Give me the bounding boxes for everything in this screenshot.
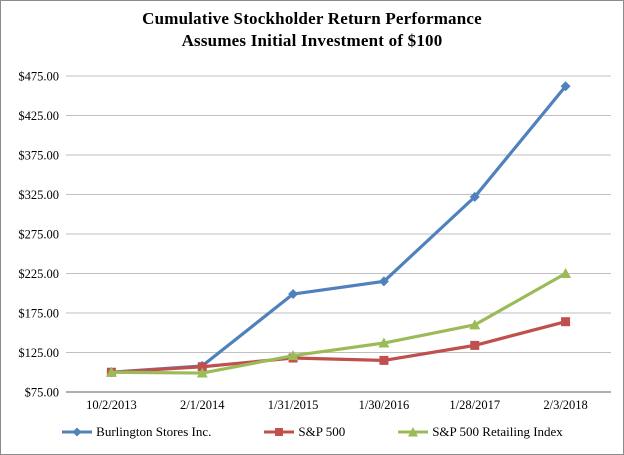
- x-tick-label: 1/31/2015: [268, 398, 319, 412]
- data-point-marker: [378, 337, 390, 348]
- legend-label: Burlington Stores Inc.: [96, 424, 212, 439]
- y-tick-label: $375.00: [18, 149, 59, 163]
- chart-title: Cumulative Stockholder Return Performanc…: [142, 9, 482, 28]
- legend-label: S&P 500: [298, 424, 346, 439]
- y-tick-label: $475.00: [18, 70, 59, 84]
- legend-marker-icon: [62, 427, 93, 437]
- y-tick-label: $75.00: [25, 386, 59, 400]
- data-point-marker: [561, 317, 571, 327]
- series-line: [109, 320, 568, 374]
- y-tick-label: $425.00: [18, 109, 59, 123]
- series-line: [109, 84, 568, 374]
- legend-item: S&P 500 Retailing Index: [397, 424, 563, 440]
- chart-subtitle: Assumes Initial Investment of $100: [181, 31, 443, 50]
- legend-item: Burlington Stores Inc.: [61, 424, 211, 440]
- legend-label: S&P 500 Retailing Index: [432, 424, 563, 439]
- data-point-marker: [470, 340, 480, 350]
- chart-legend: Burlington Stores Inc. S&P 500 S&P 500 Ret…: [1, 424, 623, 440]
- y-tick-label: $125.00: [18, 346, 59, 360]
- x-tick-label: 2/1/2014: [180, 398, 225, 412]
- data-point-marker: [378, 276, 389, 287]
- y-tick-label: $325.00: [18, 188, 59, 202]
- legend-marker-icon: [398, 427, 429, 437]
- data-point-marker: [105, 366, 117, 377]
- legend-marker-icon: [264, 428, 295, 436]
- data-point-marker: [197, 362, 207, 372]
- series-line: [109, 271, 568, 375]
- data-point-marker: [560, 268, 572, 278]
- data-point-marker: [287, 350, 299, 361]
- y-tick-label: $225.00: [18, 267, 59, 281]
- data-point-marker: [379, 355, 389, 365]
- y-tick-label: $275.00: [18, 228, 59, 242]
- x-tick-label: 1/30/2016: [359, 398, 410, 412]
- data-point-marker: [196, 367, 208, 378]
- x-tick-label: 1/28/2017: [449, 398, 500, 412]
- x-tick-label: 2/3/2018: [543, 398, 587, 412]
- data-point-marker: [469, 319, 481, 330]
- data-point-marker: [469, 191, 480, 202]
- data-point-marker: [560, 81, 571, 92]
- chart-plot-area: $75.00 $125.00 $175.00 $225.00 $275.00 $325.0…: [18, 70, 611, 412]
- data-point-marker: [288, 289, 299, 300]
- chart-title-block: Cumulative Stockholder Return Performanc…: [1, 8, 623, 52]
- y-tick-label: $175.00: [18, 307, 59, 321]
- legend-item: S&P 500: [263, 424, 345, 440]
- x-tick-label: 10/2/2013: [86, 398, 137, 412]
